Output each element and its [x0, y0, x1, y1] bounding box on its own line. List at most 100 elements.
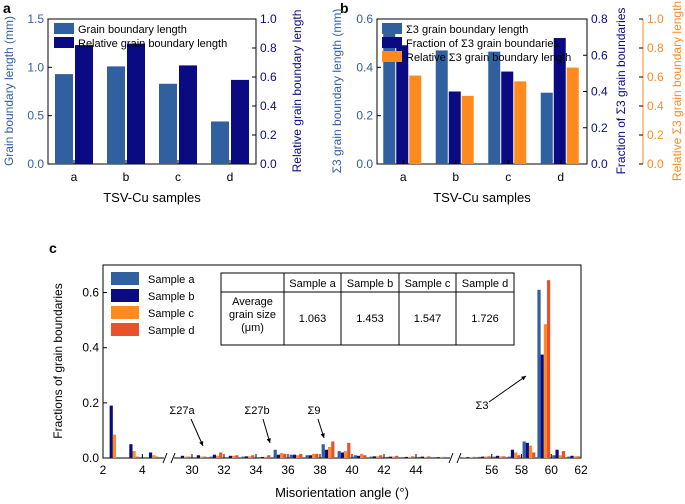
- panel-b-yright2-tick-label: 0.4: [647, 99, 664, 113]
- panel-c-annotation-arrowhead: [266, 438, 271, 443]
- axis-break-mark: [162, 452, 168, 464]
- bar-c-sample-a: [289, 454, 293, 458]
- bar-c-sample-d: [532, 452, 536, 458]
- bar-c-sample-b: [244, 456, 248, 458]
- bar-c-sample-c: [216, 455, 220, 458]
- bar-c-sample-c: [440, 456, 444, 458]
- bar-c-sample-c: [184, 456, 188, 458]
- bar-c-sample-d: [576, 456, 580, 458]
- panel-c-chart: Misorientation angle (°) Fractions of gr…: [51, 264, 588, 500]
- bar-c-sample-b: [555, 449, 559, 458]
- bar-c-sample-d: [203, 456, 207, 458]
- panel-b-yright2-tick-label: 1.0: [647, 12, 664, 26]
- bar-c-sample-d: [135, 456, 139, 458]
- axis-break-mark: [448, 452, 454, 464]
- panel-c-annotation-arrow: [190, 418, 204, 447]
- panel-c-xtick-label: 34: [249, 463, 263, 477]
- bar-b-s3-relative: [461, 95, 474, 164]
- panel-c-xtick-label: 60: [545, 463, 559, 477]
- bar-c-sample-d: [283, 453, 287, 458]
- bar-c-sample-a: [463, 457, 467, 458]
- panel-label-b: b: [340, 0, 349, 16]
- bar-c-sample-a: [552, 455, 556, 458]
- panel-b-ylabel-left: Σ3 grain boundary length (mm): [330, 9, 344, 174]
- panel-a-legend-swatch: [54, 23, 74, 34]
- bar-c-sample-a: [241, 456, 245, 458]
- panel-c-y-tick-label: 0.0: [82, 451, 99, 465]
- panel-c-legend-swatch: [111, 272, 139, 285]
- bar-c-sample-b: [129, 444, 133, 458]
- panel-c-xtick-label: 40: [345, 463, 359, 477]
- bar-c-sample-b: [148, 452, 153, 458]
- panel-b-yright-tick-label: 0.4: [591, 85, 608, 99]
- table-cell: 1.726: [471, 313, 499, 325]
- panel-a-yright-tick-label: 0.8: [260, 41, 277, 55]
- bar-c-sample-c: [392, 456, 396, 458]
- bar-c-sample-d: [299, 453, 303, 458]
- panel-c-annotation-arrow: [488, 375, 527, 403]
- panel-b-xtick-label: d: [557, 170, 564, 184]
- panel-c-annotation: Σ27a: [169, 405, 195, 417]
- panel-c-xtick-label: 4: [139, 463, 146, 477]
- panel-c-legend-label: Sample a: [148, 274, 195, 286]
- panel-b-ylabel-right: Fraction of Σ3 grain boundaries: [614, 8, 628, 175]
- bar-c-sample-b: [180, 455, 184, 458]
- panel-b-xtick-label: a: [400, 170, 407, 184]
- panel-a-frame: [47, 18, 257, 165]
- bar-c-sample-a: [273, 449, 277, 458]
- bar-c-sample-a: [522, 441, 526, 458]
- panel-c-legend-label: Sample b: [148, 291, 194, 303]
- bar-c-sample-b: [481, 456, 485, 458]
- bar-c-sample-b: [308, 455, 312, 458]
- panel-a-xtick-label: b: [123, 170, 130, 184]
- panel-b-yright-tick-label: 0.8: [591, 12, 608, 26]
- panel-a-yleft-tick-label: 0.5: [27, 109, 44, 123]
- panel-c-y-tick-label: 0.4: [82, 341, 99, 355]
- panel-a-ylabel-left: Grain boundary length (mm): [2, 16, 16, 166]
- table-header: Sample c: [405, 278, 451, 290]
- panel-b-yright-tick-label: 0.2: [591, 121, 608, 135]
- bar-c-sample-c: [469, 457, 473, 458]
- table-cell: 1.453: [356, 313, 384, 325]
- bar-c-sample-c: [344, 451, 348, 458]
- bar-c-sample-b: [525, 442, 529, 458]
- panel-c-legend-label: Sample d: [148, 325, 194, 337]
- table-row-label: grain size: [229, 309, 276, 321]
- panel-b-ylabel-right2: Relative Σ3 grain boundary length: [670, 1, 684, 181]
- panel-b-yright2-tick-label: 0.6: [647, 70, 664, 84]
- bar-c-sample-a: [225, 457, 229, 458]
- bar-c-sample-b: [196, 455, 200, 458]
- panel-b-xlabel: TSV-Cu samples: [433, 190, 531, 205]
- bar-a-length: [107, 66, 125, 164]
- bar-c-sample-b: [356, 455, 360, 458]
- table-header: Sample d: [462, 278, 508, 290]
- axis-break-gap: [164, 455, 174, 461]
- panel-c-y-tick-label: 0.2: [82, 396, 99, 410]
- panel-c-legend-swatch: [111, 306, 139, 319]
- bar-c-sample-d: [379, 455, 383, 458]
- panel-a-legend-swatch: [54, 37, 74, 48]
- bar-c-sample-c: [280, 453, 284, 458]
- bar-c-sample-d: [547, 280, 551, 458]
- panel-c-xtick-label: 44: [409, 463, 423, 477]
- bar-b-s3-length: [540, 92, 553, 164]
- panel-c-ylabel: Fractions of grain boundaries: [51, 283, 65, 438]
- panel-c-xtick-label: 30: [185, 463, 199, 477]
- axis-break-gap: [450, 455, 460, 461]
- panel-c-y-tick-label: 0.6: [82, 286, 99, 300]
- bar-a-length: [55, 74, 73, 164]
- panel-b-legend-label: Relative Σ3 grain boundary length: [406, 52, 571, 64]
- panel-b-yright-tick-label: 0.6: [591, 48, 608, 62]
- bar-c-sample-d: [561, 451, 566, 458]
- bar-c-sample-a: [209, 456, 213, 458]
- panel-label-c: c: [49, 240, 57, 256]
- bar-c-sample-b: [212, 454, 216, 458]
- panel-c-xtick-label: 38: [313, 463, 327, 477]
- bar-c-sample-b: [340, 452, 344, 458]
- bar-c-sample-a: [567, 456, 571, 458]
- bar-c-sample-c: [112, 434, 117, 458]
- bar-b-s3-length: [435, 50, 448, 164]
- bar-c-sample-b: [510, 449, 515, 458]
- bar-c-sample-b: [292, 454, 296, 458]
